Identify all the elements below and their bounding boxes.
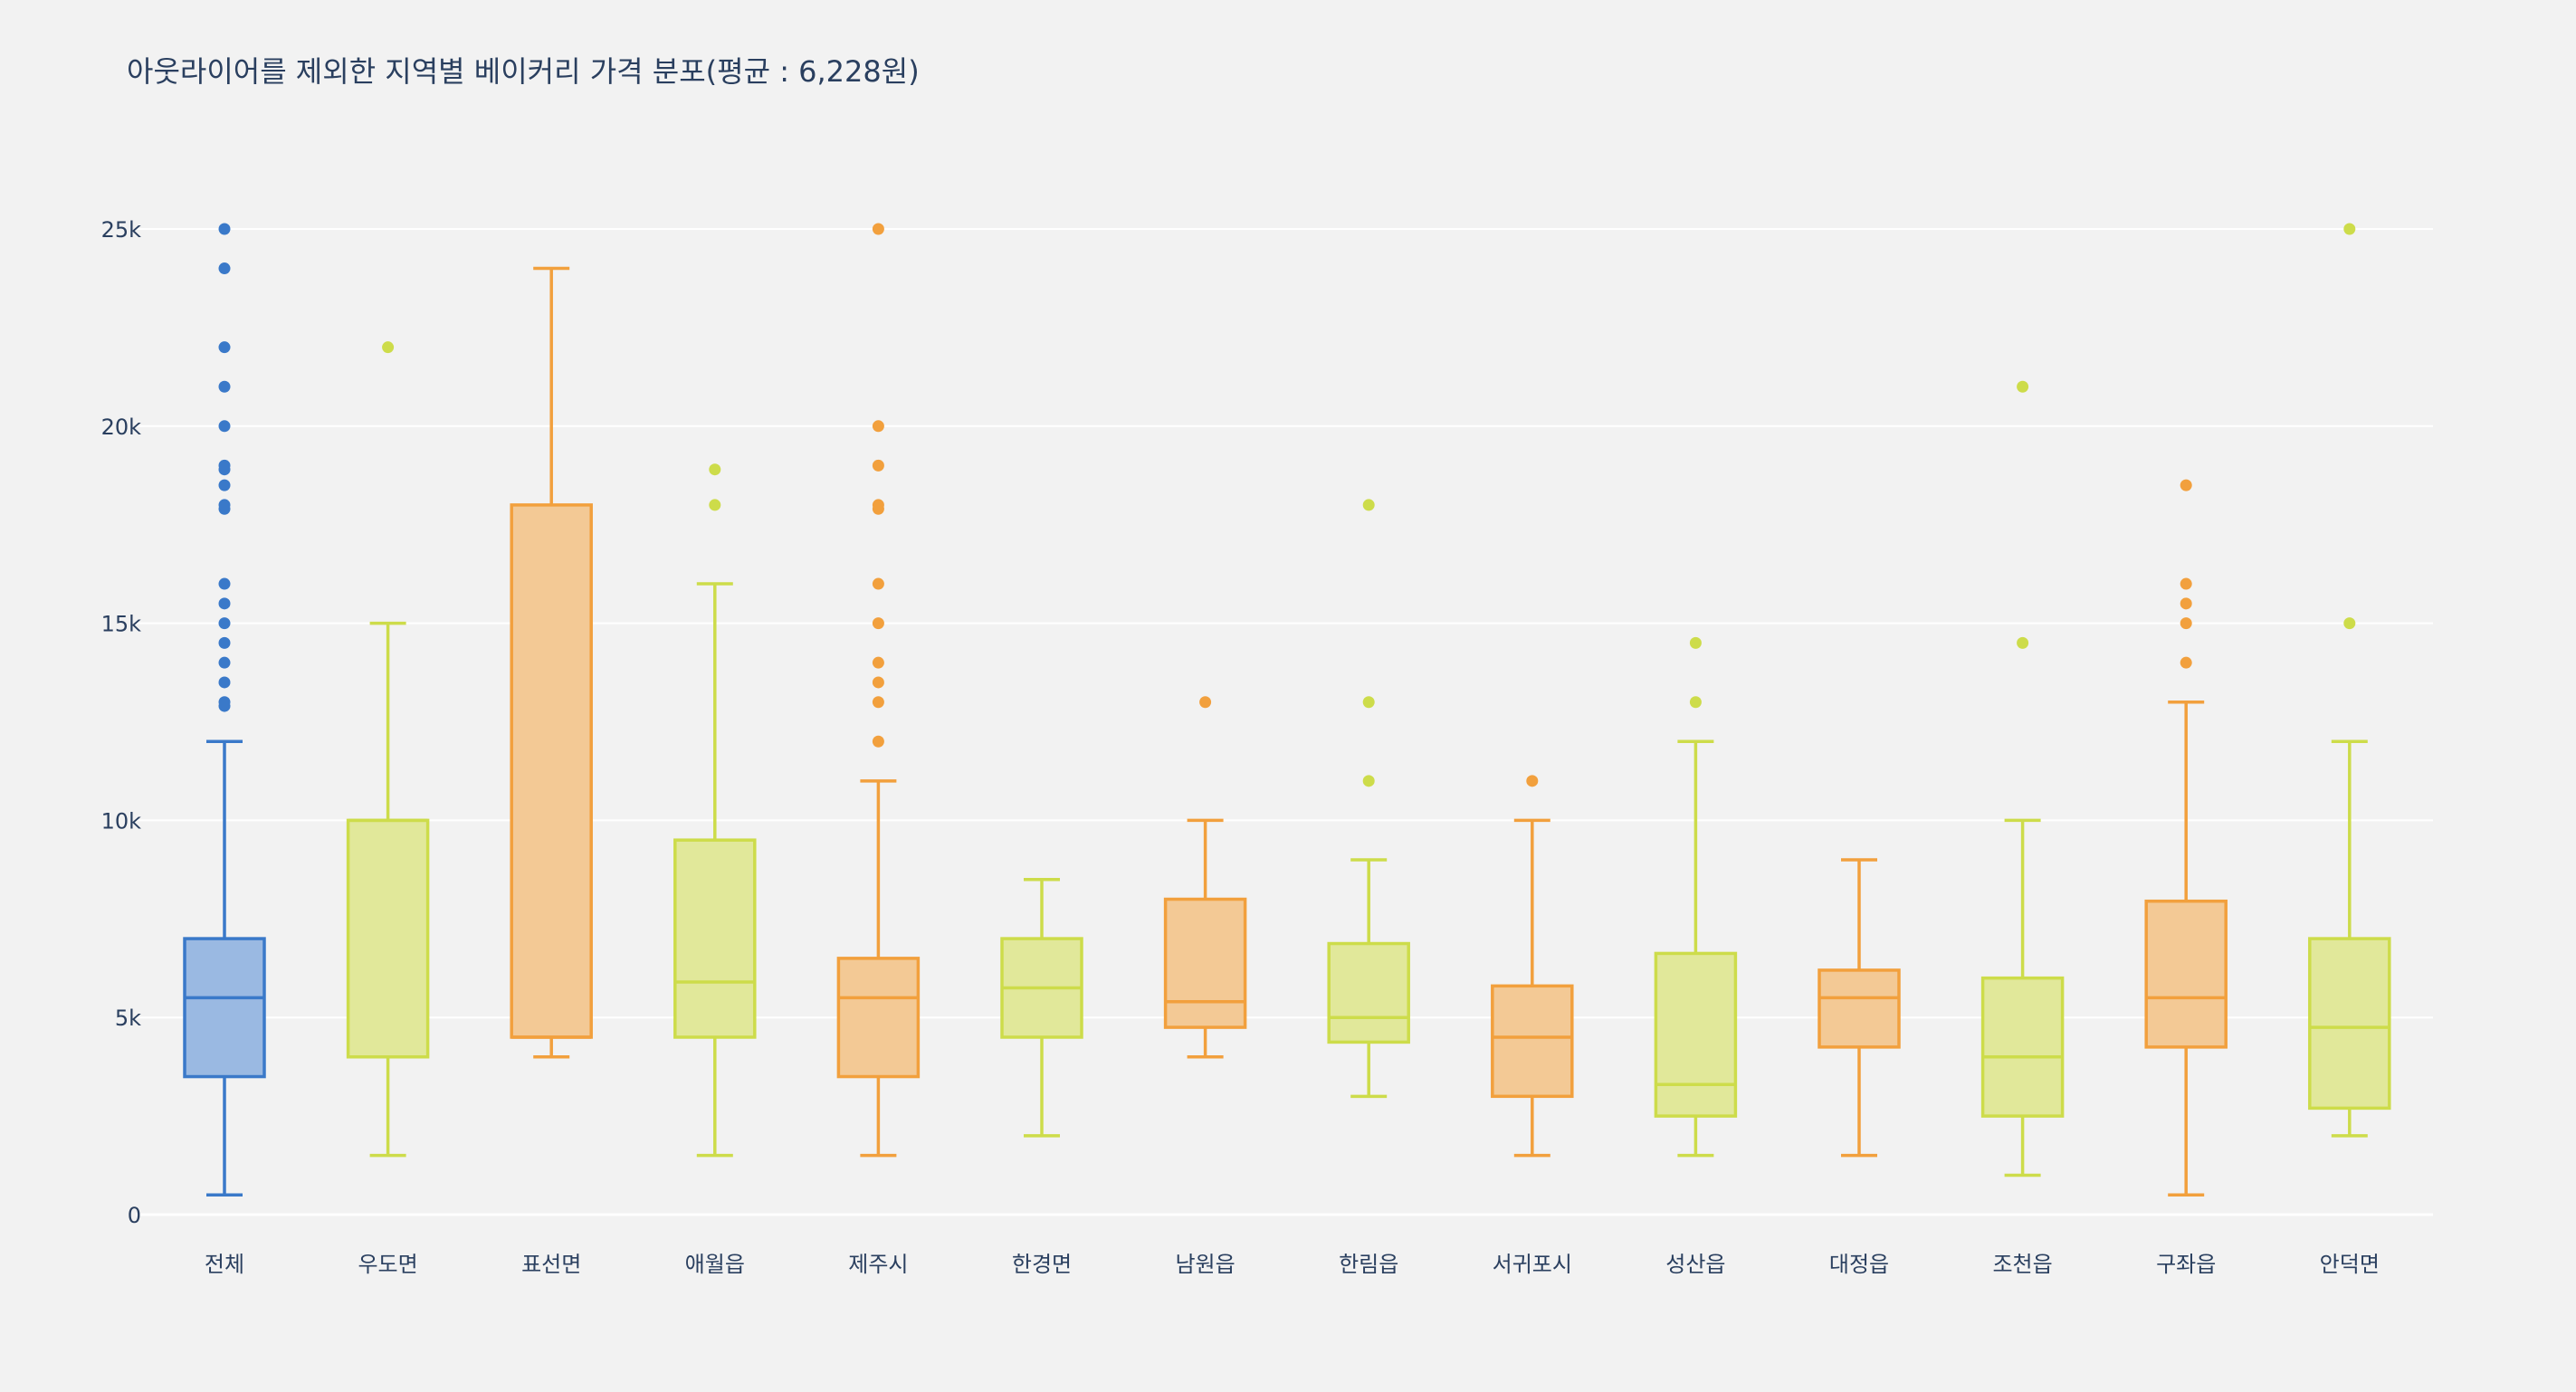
outlier-point bbox=[872, 577, 884, 590]
box-iqr bbox=[2144, 899, 2228, 1049]
y-tick-label: 10k bbox=[101, 808, 142, 834]
box-group bbox=[183, 223, 266, 1197]
outlier-point bbox=[218, 459, 231, 472]
x-tick-label: 표선면 bbox=[521, 1252, 581, 1277]
box-group bbox=[346, 341, 430, 1158]
x-tick-label: 전체 bbox=[205, 1252, 244, 1277]
outlier-point bbox=[2180, 656, 2192, 669]
outlier-point bbox=[1362, 499, 1375, 511]
outlier-point bbox=[2017, 636, 2029, 649]
outlier-point bbox=[2180, 597, 2192, 610]
outlier-point bbox=[218, 597, 231, 610]
x-tick-label: 한경면 bbox=[1012, 1252, 1072, 1277]
outlier-point bbox=[218, 636, 231, 649]
outlier-point bbox=[872, 676, 884, 689]
box-group bbox=[1980, 380, 2065, 1177]
outlier-point bbox=[1199, 696, 1212, 709]
outlier-point bbox=[872, 223, 884, 235]
outlier-point bbox=[218, 617, 231, 630]
outlier-point bbox=[218, 479, 231, 491]
box-group bbox=[836, 223, 921, 1158]
x-tick-label: 우도면 bbox=[358, 1252, 417, 1277]
x-tick-label: 대정읍 bbox=[1829, 1252, 1889, 1277]
outlier-point bbox=[872, 656, 884, 669]
box-iqr bbox=[1980, 976, 2065, 1118]
x-tick-label: 남원읍 bbox=[1175, 1252, 1235, 1277]
x-tick-label: 성산읍 bbox=[1665, 1252, 1725, 1277]
x-tick-label: 서귀포시 bbox=[1493, 1252, 1572, 1277]
y-tick-label: 5k bbox=[115, 1006, 141, 1031]
x-tick-label: 구좌읍 bbox=[2156, 1252, 2216, 1277]
outlier-point bbox=[709, 499, 721, 511]
outlier-point bbox=[218, 676, 231, 689]
outlier-point bbox=[218, 262, 231, 275]
box-group bbox=[1000, 877, 1083, 1138]
y-tick-label: 0 bbox=[128, 1203, 141, 1228]
outlier-point bbox=[2017, 380, 2029, 393]
outlier-point bbox=[218, 656, 231, 669]
box-group bbox=[1654, 636, 1738, 1158]
outlier-point bbox=[1526, 775, 1539, 787]
box-iqr bbox=[510, 503, 593, 1039]
box-iqr bbox=[1654, 951, 1738, 1118]
y-tick-label: 25k bbox=[101, 217, 142, 243]
y-tick-label: 20k bbox=[101, 415, 142, 440]
box-iqr bbox=[1491, 984, 1574, 1099]
outlier-point bbox=[2343, 617, 2356, 630]
box-iqr bbox=[183, 937, 266, 1079]
box-iqr bbox=[1163, 897, 1247, 1029]
box-iqr bbox=[673, 838, 757, 1039]
outlier-point bbox=[218, 380, 231, 393]
outlier-point bbox=[872, 617, 884, 630]
x-tick-label: 조천읍 bbox=[1992, 1252, 2052, 1277]
x-axis-ticks: 전체 우도면 표선면 애월읍 제주시 한경면 남원읍 한림읍 서귀포시 성산읍 대정읍 조천읍 구좌읍 안… bbox=[205, 1252, 2380, 1277]
x-tick-label: 안덕면 bbox=[2320, 1252, 2380, 1277]
outlier-point bbox=[872, 499, 884, 511]
outlier-point bbox=[1689, 636, 1702, 649]
box-group bbox=[1163, 696, 1247, 1059]
y-tick-label: 15k bbox=[101, 612, 142, 637]
y-axis-ticks: 0 5k 10k 15k 20k 25k bbox=[101, 217, 142, 1228]
box-iqr bbox=[2308, 937, 2391, 1111]
outlier-point bbox=[382, 341, 395, 354]
outlier-point bbox=[2343, 223, 2356, 235]
box-group bbox=[2308, 223, 2391, 1138]
outlier-point bbox=[218, 577, 231, 590]
box-group bbox=[2144, 479, 2228, 1197]
outlier-point bbox=[1362, 696, 1375, 709]
outlier-point bbox=[218, 420, 231, 433]
outlier-point bbox=[2180, 617, 2192, 630]
outlier-point bbox=[872, 459, 884, 472]
box-group bbox=[510, 266, 593, 1059]
box-group bbox=[1491, 775, 1574, 1158]
box-group bbox=[1818, 858, 1901, 1158]
box-iqr bbox=[836, 957, 921, 1079]
x-tick-label: 한림읍 bbox=[1339, 1252, 1398, 1277]
outlier-point bbox=[2180, 479, 2192, 491]
outlier-point bbox=[1362, 775, 1375, 787]
x-tick-label: 제주시 bbox=[848, 1252, 908, 1277]
outlier-point bbox=[872, 735, 884, 748]
outlier-point bbox=[1689, 696, 1702, 709]
box-iqr bbox=[346, 818, 430, 1059]
box-iqr bbox=[1818, 968, 1901, 1049]
outlier-point bbox=[218, 499, 231, 511]
box-group bbox=[673, 463, 757, 1158]
chart-title: 아웃라이어를 제외한 지역별 베이커리 가격 분포(평균 : 6,228원) bbox=[127, 54, 920, 89]
boxes bbox=[183, 223, 2391, 1197]
outlier-point bbox=[872, 696, 884, 709]
outlier-point bbox=[709, 463, 721, 476]
box-iqr bbox=[1327, 941, 1410, 1044]
box-group bbox=[1327, 499, 1410, 1099]
outlier-point bbox=[218, 341, 231, 354]
outlier-point bbox=[218, 223, 231, 235]
outlier-point bbox=[872, 420, 884, 433]
x-tick-label: 애월읍 bbox=[685, 1252, 745, 1277]
outlier-point bbox=[218, 696, 231, 709]
outlier-point bbox=[2180, 577, 2192, 590]
